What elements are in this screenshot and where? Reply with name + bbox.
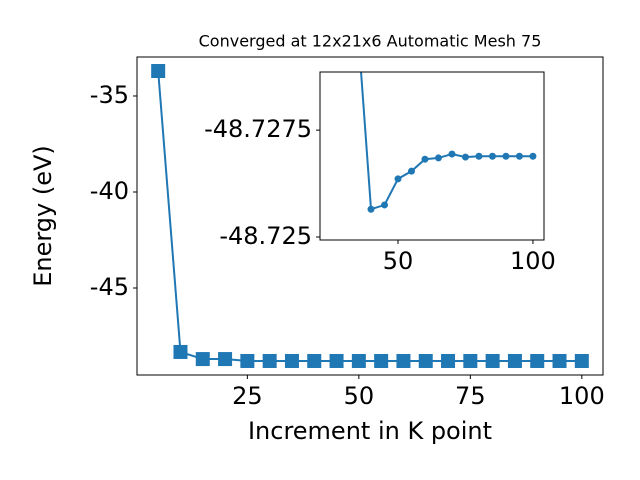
marker xyxy=(151,64,166,79)
y-tick-label: -35 xyxy=(90,81,129,109)
x-axis-label: Increment in K point xyxy=(248,417,492,445)
marker xyxy=(463,353,478,368)
x-tick-label: 50 xyxy=(383,247,414,275)
y-tick-label: -48.725 xyxy=(219,222,312,250)
marker xyxy=(502,152,510,160)
marker xyxy=(284,353,299,368)
marker xyxy=(515,152,523,160)
marker xyxy=(507,353,522,368)
main-axes: 25 50 75 100 -45 -40 -35 Converged at 12x21x6 A… xyxy=(29,32,605,446)
marker xyxy=(441,353,456,368)
y-axis-label: Energy (eV) xyxy=(29,145,57,287)
marker xyxy=(381,201,389,209)
marker xyxy=(529,152,537,160)
marker xyxy=(262,353,277,368)
marker xyxy=(530,353,545,368)
x-tick-label: 75 xyxy=(455,382,486,410)
x-tick-label: 100 xyxy=(559,382,605,410)
marker xyxy=(240,353,255,368)
marker xyxy=(307,353,322,368)
marker xyxy=(421,155,429,163)
marker xyxy=(418,353,433,368)
marker xyxy=(407,167,415,175)
marker xyxy=(485,353,500,368)
marker xyxy=(475,152,483,160)
marker xyxy=(351,353,366,368)
marker xyxy=(173,344,188,359)
x-tick-label: 100 xyxy=(510,247,556,275)
y-tick-label: -45 xyxy=(90,273,129,301)
plot-area xyxy=(151,64,589,368)
marker xyxy=(218,352,233,367)
marker xyxy=(354,20,361,27)
y-tick-label: -40 xyxy=(90,177,129,205)
marker xyxy=(574,353,589,368)
marker xyxy=(461,153,469,161)
marker xyxy=(488,152,496,160)
marker xyxy=(434,154,442,162)
x-tick-label: 25 xyxy=(232,382,263,410)
marker xyxy=(396,353,411,368)
axes-frame xyxy=(136,56,604,376)
marker xyxy=(329,353,344,368)
chart-title: Converged at 12x21x6 Automatic Mesh 75 xyxy=(199,32,542,51)
marker xyxy=(367,205,375,213)
y-tick-label: -48.7275 xyxy=(204,115,312,143)
plot-area xyxy=(354,20,537,213)
marker xyxy=(552,353,567,368)
inset-axes: 50 100 -48.725 -48.7275 xyxy=(204,20,556,275)
marker xyxy=(394,175,402,183)
marker xyxy=(448,150,456,158)
axes-frame xyxy=(319,71,545,241)
marker xyxy=(374,353,389,368)
marker xyxy=(195,352,210,367)
x-tick-label: 50 xyxy=(344,382,375,410)
